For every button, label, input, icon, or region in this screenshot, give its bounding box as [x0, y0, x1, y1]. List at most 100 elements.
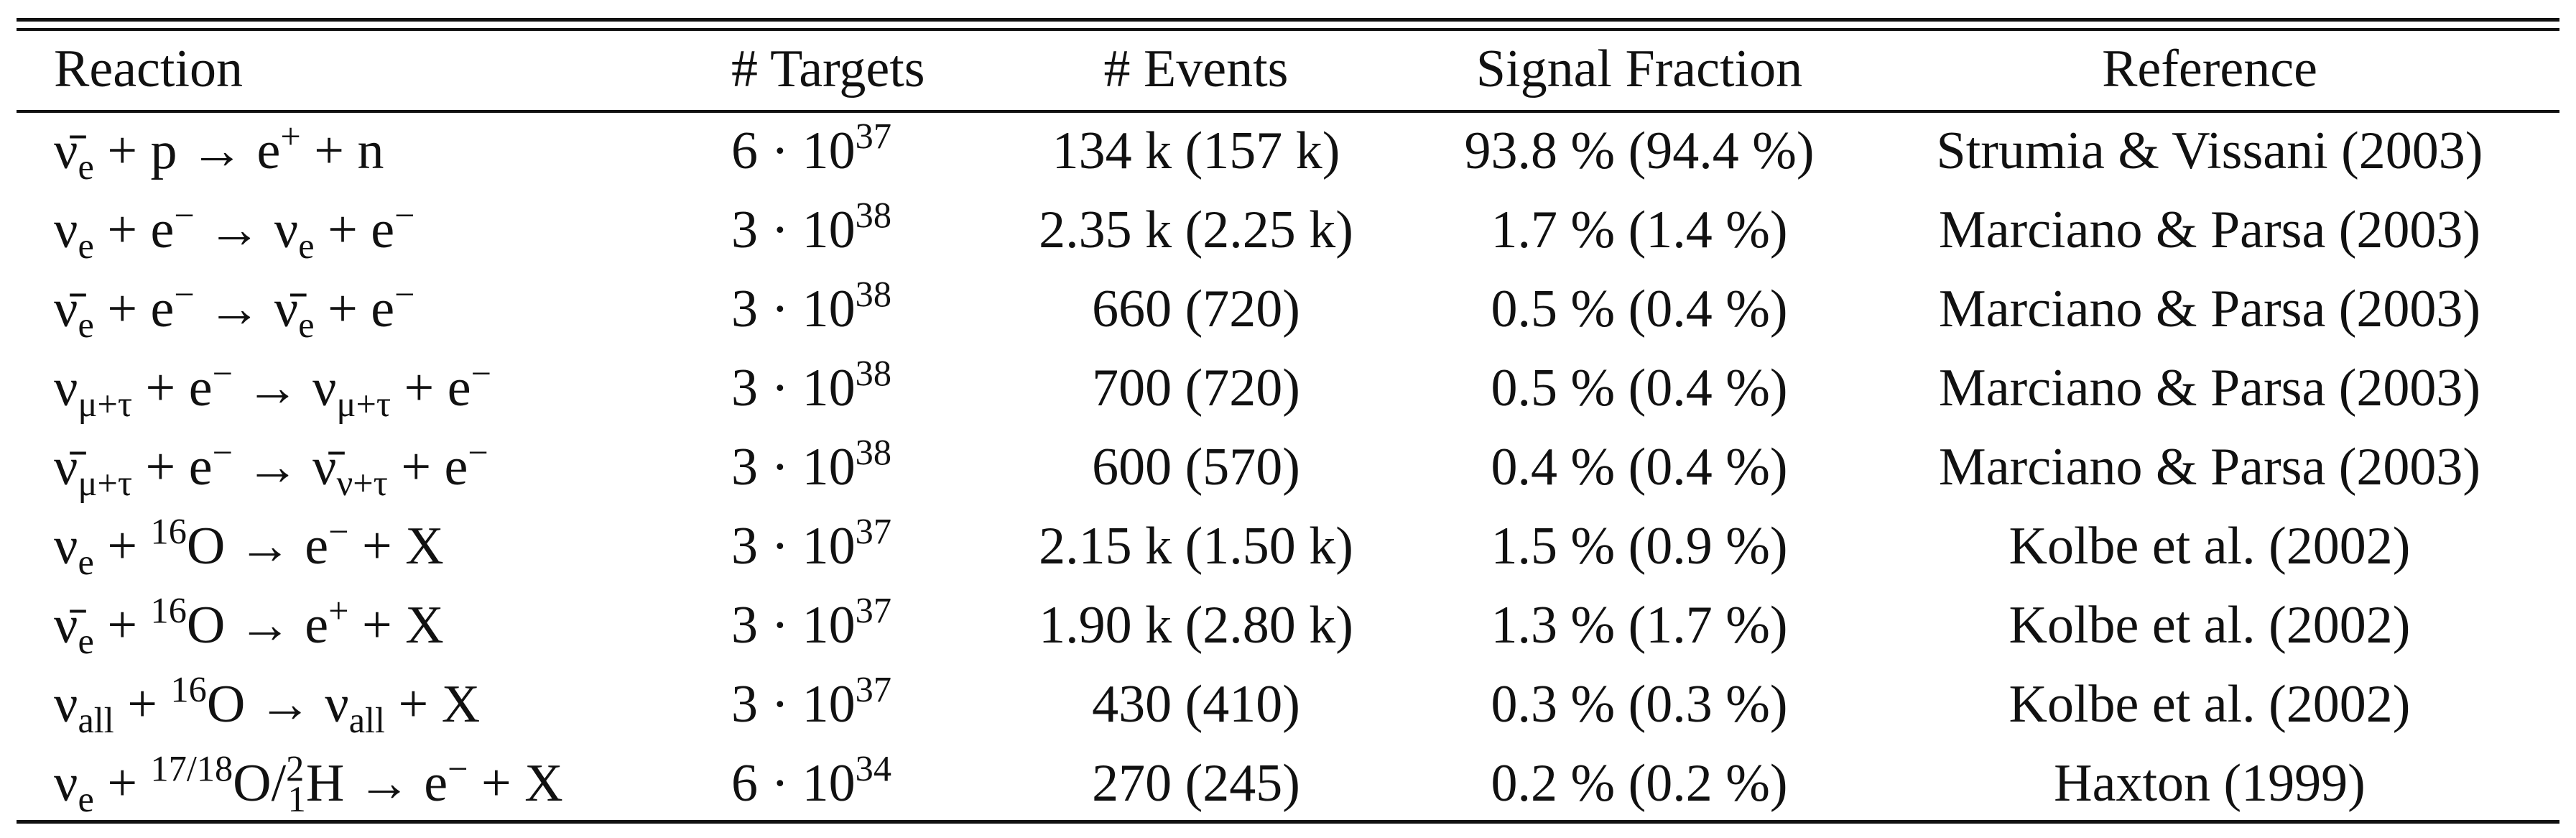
reaction-cell: ν̄μ+τ + e− → ν̄ν+τ + e− [54, 428, 488, 507]
events-cell: 1.90 k (2.80 k) [1039, 596, 1353, 655]
events-cell: 660 (720) [1092, 280, 1300, 339]
formula-part: − [448, 748, 468, 789]
formula-part: 38 [855, 353, 891, 394]
formula-part: e [78, 542, 94, 583]
formula-part: all [348, 700, 386, 741]
reference-cell: Strumia & Vissani (2003) [1936, 121, 2483, 180]
reaction-cell: ν̄e + e− → ν̄e + e− [54, 270, 415, 349]
header-rule [17, 110, 2559, 113]
formula-part: + e [387, 438, 468, 497]
formula-part: + e [132, 359, 213, 418]
formula-part: + e [93, 201, 175, 259]
formula-part: − [394, 274, 415, 315]
targets-cell: 6 · 1037 [731, 111, 891, 190]
formula-part: 3 · 10 [731, 517, 856, 576]
formula-part: + [93, 596, 151, 655]
header-cell: Reaction [54, 40, 244, 98]
formula-part: 16 [170, 669, 207, 710]
formula-part: 3 · 10 [731, 675, 856, 734]
formula-part: + e [391, 359, 471, 418]
formula-part: 38 [855, 274, 891, 315]
formula-part: μ+τ [78, 463, 133, 504]
formula-part: 16 [150, 511, 187, 552]
header-row: Reaction # Targets # Events Signal Fraction… [0, 29, 2576, 109]
formula-part: 37 [855, 590, 891, 631]
formula-part: ν [54, 517, 78, 576]
formula-part: − [174, 195, 195, 236]
events-cell: 2.15 k (1.50 k) [1039, 517, 1353, 576]
table-row: ν̄e + p → e+ + n 6 · 1037 134 k (157 k) 93.… [0, 111, 2576, 190]
formula-part: O → e [186, 517, 329, 576]
formula-part: − [394, 195, 415, 236]
formula-part: ν [54, 359, 78, 418]
formula-part: all [78, 700, 114, 741]
header-cell: # Targets [731, 40, 925, 98]
reaction-cell: νe + 17/18O/21H → e− + X [54, 744, 563, 823]
targets-cell: 3 · 1038 [731, 428, 891, 507]
targets-cell: 3 · 1037 [731, 665, 891, 744]
events-cell: 134 k (157 k) [1052, 121, 1340, 180]
formula-part: + [93, 754, 151, 813]
targets-cell: 3 · 1038 [731, 270, 891, 349]
formula-part: μ+τ [336, 384, 392, 425]
formula-part: − [174, 274, 195, 315]
formula-part: 6 · 10 [731, 121, 856, 180]
table-row: ν̄e + e− → ν̄e + e− 3 · 1038 660 (720) 0.5 … [0, 270, 2576, 349]
targets-cell: 3 · 1038 [731, 349, 891, 428]
formula-part: → ν [194, 201, 299, 259]
formula-part: + e [132, 438, 213, 497]
formula-part: 38 [855, 195, 891, 236]
formula-part: − [212, 353, 233, 394]
formula-part: ν [54, 201, 78, 259]
formula-part: − [328, 511, 349, 552]
formula-part: 37 [855, 116, 891, 157]
signal-fraction-cell: 0.5 % (0.4 %) [1491, 359, 1788, 418]
formula-part: H → e [305, 754, 448, 813]
formula-part: − [471, 353, 491, 394]
formula-part: e [298, 305, 315, 346]
formula-part: μ+τ [78, 384, 133, 425]
formula-part: 3 · 10 [731, 201, 856, 259]
targets-cell: 3 · 1038 [731, 190, 891, 270]
table-row: νμ+τ + e− → νμ+τ + e− 3 · 1038 700 (720) 0.… [0, 349, 2576, 428]
formula-part: 6 · 10 [731, 754, 856, 813]
reaction-cell: νμ+τ + e− → νμ+τ + e− [54, 349, 491, 428]
table-row: νe + 16O → e− + X 3 · 1037 2.15 k (1.50 k)… [0, 507, 2576, 586]
signal-fraction-cell: 93.8 % (94.4 %) [1464, 121, 1815, 180]
events-cell: 600 (570) [1092, 438, 1300, 497]
formula-part: ν̄ [54, 121, 78, 180]
table-row: ν̄μ+τ + e− → ν̄ν+τ + e− 3 · 1038 600 (570)… [0, 428, 2576, 507]
reaction-cell: ν̄e + p → e+ + n [54, 111, 384, 190]
events-cell: 430 (410) [1092, 675, 1300, 734]
formula-part: + X [348, 596, 444, 655]
formula-part: e [78, 226, 94, 267]
targets-cell: 3 · 1037 [731, 507, 891, 586]
formula-part: 16 [150, 590, 187, 631]
events-cell: 2.35 k (2.25 k) [1039, 201, 1353, 259]
formula-part: + [93, 517, 151, 576]
reference-cell: Marciano & Parsa (2003) [1938, 280, 2481, 339]
formula-part: O → e [186, 596, 329, 655]
formula-part: + e [314, 280, 395, 339]
formula-part: 37 [855, 511, 891, 552]
formula-part: 3 · 10 [731, 596, 856, 655]
formula-part: e [78, 621, 94, 662]
formula-part: 17/18 [150, 748, 233, 789]
table-row: νe + 17/18O/21H → e− + X 6 · 1034 270 (245… [0, 744, 2576, 823]
formula-part: − [468, 432, 488, 473]
formula-part: − [212, 432, 233, 473]
formula-part: + p → e [93, 121, 281, 180]
formula-part: 2 [286, 748, 305, 789]
header-cell: Reference [2102, 40, 2317, 98]
formula-part: O/ [233, 754, 287, 813]
formula-part: → ν̄ [233, 438, 337, 497]
formula-part: + n [300, 121, 384, 180]
formula-part: O → ν [206, 675, 349, 734]
formula-part: + X [385, 675, 481, 734]
top-rule [17, 18, 2559, 22]
formula-part: 1 [287, 779, 306, 820]
targets-cell: 6 · 1034 [731, 744, 891, 823]
formula-part: + e [314, 201, 395, 259]
